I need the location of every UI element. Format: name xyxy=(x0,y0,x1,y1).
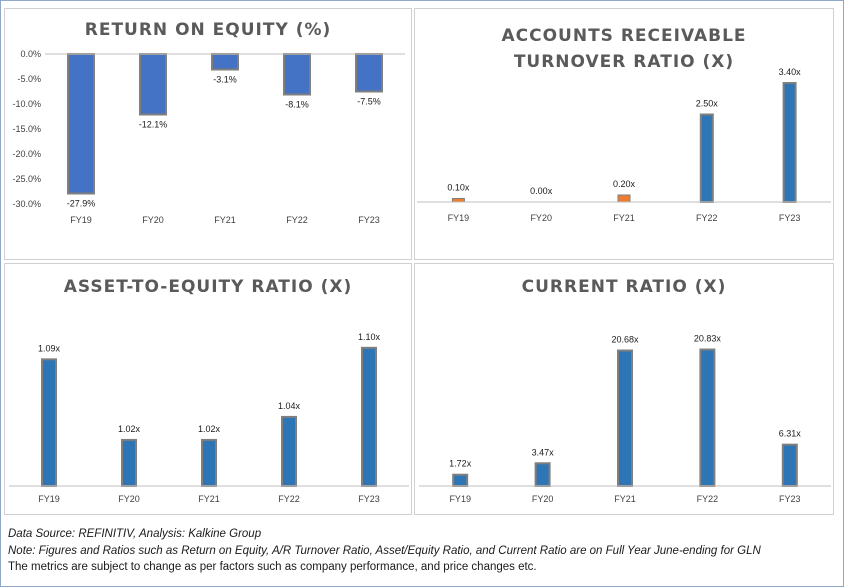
roe-data-label: -7.5% xyxy=(357,97,381,107)
roe-x-tick-label: FY23 xyxy=(358,215,380,225)
ar-turnover-chart-svg: 0.10x FY19 0.00x FY20 0.20x FY21 2.50x FY22 3.40… xyxy=(417,67,831,223)
ar-title-line-2: TURNOVER RATIO (X) xyxy=(513,52,735,72)
roe-chart-panel: RETURN ON EQUITY (%) 0.0% -5.0% -10.0% -15.… xyxy=(4,8,412,260)
roe-chart-svg: 0.0% -5.0% -10.0% -15.0% -20.0% -25.0% -30.0% -… xyxy=(12,49,405,225)
cr-x-tick-label: FY22 xyxy=(697,494,719,504)
cr-data-label: 1.72x xyxy=(449,459,472,469)
cr-data-label: 20.68x xyxy=(611,335,639,345)
ar-turnover-chart-title: ACCOUNTS RECEIVABLE TURNOVER RATIO (X) xyxy=(415,23,833,75)
roe-bar-fy20 xyxy=(139,53,167,116)
cr-data-label: 3.47x xyxy=(532,447,555,457)
ar-data-label: 2.50x xyxy=(696,99,719,109)
ae-x-tick-label: FY20 xyxy=(118,494,140,504)
roe-x-tick-label: FY19 xyxy=(70,215,92,225)
ar-data-label: 0.10x xyxy=(447,183,470,193)
ar-data-label: 0.20x xyxy=(613,179,636,189)
cr-x-tick-label: FY19 xyxy=(449,494,471,504)
roe-data-label: -27.9% xyxy=(67,199,96,209)
roe-y-tick-label: 0.0% xyxy=(20,49,41,59)
current-ratio-chart-panel: CURRENT RATIO (X) 1.72x FY19 3.47x FY20 20.6… xyxy=(414,263,834,515)
current-ratio-chart-svg: 1.72x FY19 3.47x FY20 20.68x FY21 20.83x FY22 6.… xyxy=(419,334,831,504)
roe-data-label: -3.1% xyxy=(213,75,237,85)
ae-data-label: 1.02x xyxy=(118,424,141,434)
ae-bar-fy20 xyxy=(121,438,137,487)
footer-source: Data Source: REFINITIV, Analysis: Kalkin… xyxy=(8,528,262,540)
roe-bar-fy19 xyxy=(67,53,95,195)
cr-bar-fy19 xyxy=(452,473,469,487)
ar-bar-fy23 xyxy=(782,82,797,203)
roe-data-label: -12.1% xyxy=(139,120,168,130)
roe-y-tick-label: -20.0% xyxy=(12,149,41,159)
footer-disclaimer: The metrics are subject to change as per… xyxy=(8,561,537,573)
ae-data-label: 1.04x xyxy=(278,401,301,411)
roe-bar-fy23 xyxy=(355,53,383,93)
cr-data-label: 6.31x xyxy=(779,429,802,439)
cr-x-tick-label: FY20 xyxy=(532,494,554,504)
ar-x-tick-label: FY19 xyxy=(448,213,470,223)
cr-bar-fy22 xyxy=(699,348,716,487)
roe-data-label: -8.1% xyxy=(285,100,309,110)
footer-notes: Data Source: REFINITIV, Analysis: Kalkin… xyxy=(8,526,761,576)
roe-y-tick-label: -10.0% xyxy=(12,99,41,109)
ar-data-label: 0.00x xyxy=(530,186,553,196)
ar-x-tick-label: FY20 xyxy=(530,213,552,223)
cr-bar-fy21 xyxy=(617,349,633,487)
ar-bar-fy19 xyxy=(451,198,465,203)
ae-x-tick-label: FY21 xyxy=(198,494,220,504)
ae-x-tick-label: FY23 xyxy=(358,494,380,504)
ae-x-tick-label: FY19 xyxy=(38,494,60,504)
ar-title-line-1: ACCOUNTS RECEIVABLE xyxy=(501,26,747,46)
ar-x-tick-label: FY22 xyxy=(696,213,718,223)
ae-data-label: 1.02x xyxy=(198,424,221,434)
roe-y-tick-label: -5.0% xyxy=(17,74,41,84)
roe-bar-fy22 xyxy=(283,53,311,96)
cr-data-label: 20.83x xyxy=(694,334,722,344)
ae-bar-fy21 xyxy=(201,438,217,487)
ar-bar-fy22 xyxy=(699,113,714,203)
asset-equity-chart-title: ASSET-TO-EQUITY RATIO (X) xyxy=(63,277,353,297)
asset-equity-chart-panel: ASSET-TO-EQUITY RATIO (X) 1.09x FY19 1.02x… xyxy=(4,263,412,515)
roe-y-tick-label: -15.0% xyxy=(12,124,41,134)
roe-x-tick-label: FY20 xyxy=(142,215,164,225)
ae-x-tick-label: FY22 xyxy=(278,494,300,504)
ae-bar-fy19 xyxy=(41,358,57,487)
ar-x-tick-label: FY23 xyxy=(779,213,801,223)
cr-bar-fy20 xyxy=(534,462,551,487)
cr-x-tick-label: FY23 xyxy=(779,494,801,504)
roe-y-tick-label: -25.0% xyxy=(12,174,41,184)
roe-chart-title: RETURN ON EQUITY (%) xyxy=(84,20,332,40)
ae-data-label: 1.09x xyxy=(38,343,61,353)
roe-y-tick-label: -30.0% xyxy=(12,199,41,209)
roe-bar-fy21 xyxy=(211,53,239,71)
asset-equity-chart-svg: 1.09x FY19 1.02x FY20 1.02x FY21 1.04x FY22 1.10… xyxy=(9,332,409,504)
ar-turnover-chart-panel: ACCOUNTS RECEIVABLE TURNOVER RATIO (X) 0… xyxy=(414,8,834,260)
ae-data-label: 1.10x xyxy=(358,332,381,342)
cr-bar-fy23 xyxy=(781,443,798,487)
ar-data-label: 3.40x xyxy=(779,67,802,77)
ar-x-tick-label: FY21 xyxy=(613,213,635,223)
cr-x-tick-label: FY21 xyxy=(614,494,636,504)
roe-x-tick-label: FY21 xyxy=(214,215,236,225)
current-ratio-chart-title: CURRENT RATIO (X) xyxy=(521,277,727,297)
ae-bar-fy23 xyxy=(361,346,377,488)
ae-bar-fy22 xyxy=(281,415,297,487)
footer-note: Note: Figures and Ratios such as Return … xyxy=(8,544,761,557)
ar-bar-fy21 xyxy=(617,194,631,203)
roe-x-tick-label: FY22 xyxy=(286,215,308,225)
